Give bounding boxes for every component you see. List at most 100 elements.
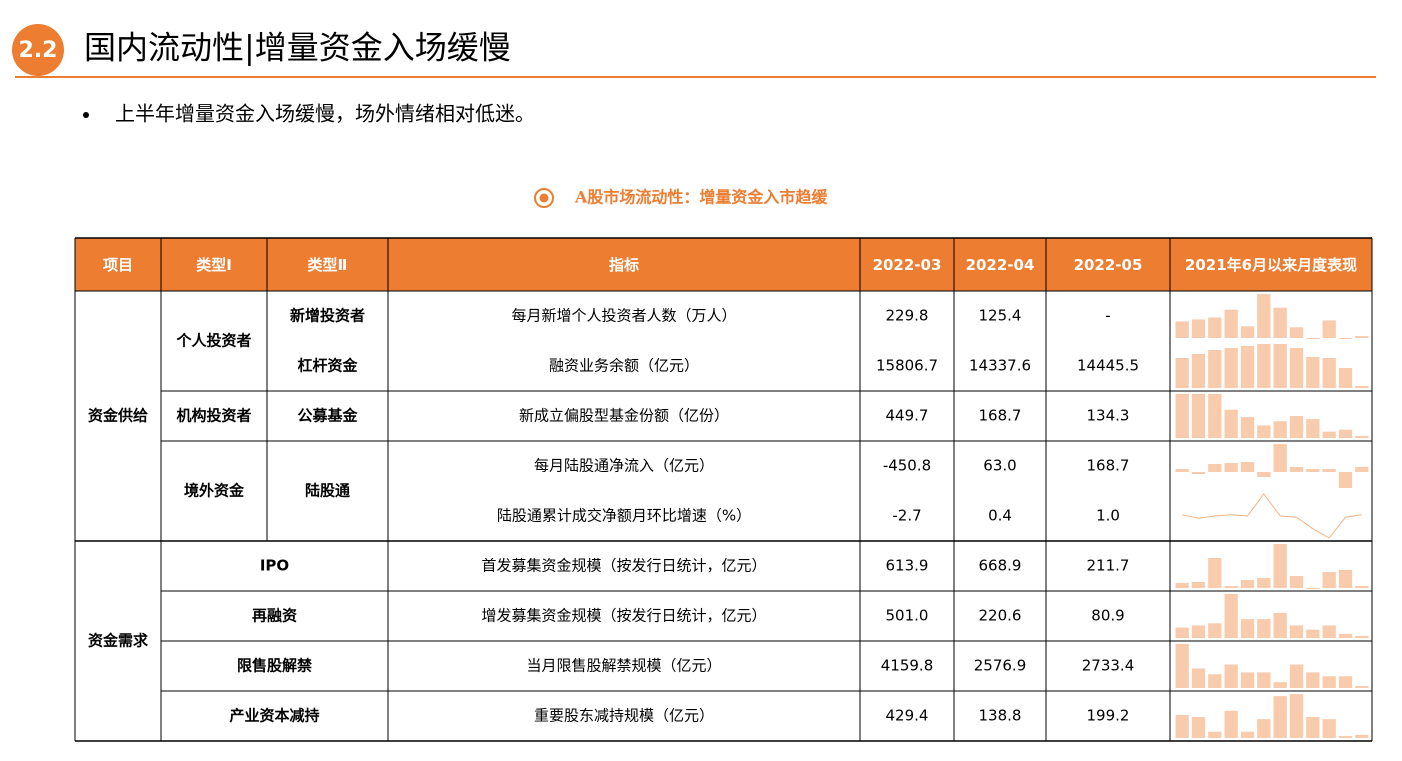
spark-bar [1208, 464, 1222, 472]
column-header: 类型Ⅱ [308, 256, 348, 274]
spark-bar [1240, 417, 1255, 438]
spark-bar [1257, 344, 1271, 388]
spark-bar [1175, 358, 1189, 388]
spark-bar [1257, 619, 1271, 638]
type: 再融资 [252, 607, 297, 625]
caption-icon [534, 188, 554, 208]
spark-bar [1257, 672, 1271, 688]
cell-value: 449.7 [886, 407, 929, 425]
spark-bar [1322, 431, 1336, 438]
spark-bar [1338, 570, 1353, 588]
spark-bar [1322, 572, 1336, 588]
spark-bar [1289, 416, 1304, 438]
spark-bar [1175, 644, 1189, 688]
spark-bar [1273, 544, 1287, 588]
spark-bar [1306, 629, 1320, 638]
spark-bar [1257, 294, 1271, 338]
spark-bar [1240, 619, 1255, 638]
spark-bar [1191, 582, 1206, 588]
spark-bar [1208, 350, 1222, 388]
type: 产业资本减持 [229, 707, 319, 725]
spark-bar [1240, 346, 1255, 388]
spark-bar [1338, 633, 1353, 638]
cell-value: 168.7 [1087, 457, 1130, 475]
spark-bar [1355, 435, 1369, 438]
spark-bar [1273, 444, 1287, 472]
spark-bar [1289, 664, 1304, 688]
type2: 公募基金 [297, 407, 358, 425]
spark-bar [1306, 672, 1320, 688]
spark-bar [1224, 710, 1238, 738]
spark-bar [1208, 317, 1222, 338]
cell-value: 211.7 [1087, 557, 1130, 575]
column-header: 2022-05 [1074, 256, 1143, 274]
type: IPO [260, 557, 289, 575]
cell-value: 429.4 [886, 707, 929, 725]
cell-value: 0.4 [988, 507, 1012, 525]
cell-value: 134.3 [1087, 407, 1130, 425]
column-header: 2021年6月以来月度表现 [1185, 256, 1357, 274]
indicator: 增发募集资金规模（按发行日统计，亿元） [481, 607, 766, 625]
spark-bar [1191, 472, 1206, 474]
header-bg [75, 238, 1372, 291]
spark-bar [1338, 735, 1353, 738]
spark-bar [1175, 469, 1189, 472]
cell-value: 2733.4 [1082, 657, 1135, 675]
spark-bar [1224, 309, 1238, 338]
spark-bar [1191, 394, 1206, 438]
cell-value: 220.6 [979, 607, 1022, 625]
spark-bar [1338, 472, 1353, 488]
spark-bar [1273, 682, 1287, 688]
spark-bar [1257, 578, 1271, 588]
spark-bar [1355, 336, 1369, 338]
spark-bar [1322, 676, 1336, 688]
spark-bar [1240, 462, 1255, 472]
indicator: 融资业务余额（亿元） [549, 357, 699, 375]
spark-bar [1338, 676, 1353, 688]
column-header: 2022-03 [873, 256, 942, 274]
title: 国内流动性|增量资金入场缓慢 [84, 29, 511, 67]
indicator: 每月新增个人投资者人数（万人） [511, 307, 736, 325]
spark-bar [1289, 625, 1304, 638]
spark-bar [1355, 586, 1369, 588]
column-header: 项目 [103, 256, 133, 274]
bullet-dot [83, 112, 89, 118]
badge-circle [12, 24, 64, 76]
cell-value: 14445.5 [1077, 357, 1139, 375]
spark-bar [1175, 321, 1189, 338]
spark-bar [1306, 469, 1320, 472]
type2: 新增投资者 [290, 307, 365, 325]
spark-bar [1191, 319, 1206, 338]
cell-value: 4159.8 [881, 657, 934, 675]
type2: 杠杆资金 [297, 357, 358, 375]
spark-bar [1289, 327, 1304, 338]
cell-value: 668.9 [979, 557, 1022, 575]
spark-bar [1240, 672, 1255, 688]
indicator: 首发募集资金规模（按发行日统计，亿元） [481, 557, 766, 575]
cell-value: -450.8 [883, 457, 931, 475]
indicator: 每月陆股通净流入（亿元） [534, 457, 714, 475]
spark-bar [1322, 358, 1336, 388]
cell-value: 80.9 [1091, 607, 1124, 625]
spark-bar [1273, 344, 1287, 388]
cell-value: -2.7 [892, 507, 921, 525]
group: 资金供给 [88, 407, 148, 425]
cell-value: 613.9 [886, 557, 929, 575]
spark-bar [1338, 338, 1353, 339]
spark-bar [1257, 425, 1271, 438]
spark-bar [1257, 719, 1271, 738]
spark-bar [1273, 421, 1287, 438]
spark-bar [1355, 734, 1369, 738]
spark-bar [1175, 394, 1189, 438]
column-header: 指标 [609, 256, 639, 274]
indicator: 陆股通累计成交净额月环比增速（%） [497, 507, 751, 525]
indicator: 新成立偏股型基金份额（亿份） [519, 407, 729, 425]
spark-bar [1273, 696, 1287, 738]
caption-icon-dot [539, 193, 549, 203]
spark-bar [1175, 627, 1189, 638]
sparkline [1182, 493, 1362, 539]
spark-bar [1322, 625, 1336, 638]
spark-bar [1306, 338, 1320, 339]
cell-value: 2576.9 [974, 657, 1027, 675]
spark-bar [1224, 594, 1238, 638]
